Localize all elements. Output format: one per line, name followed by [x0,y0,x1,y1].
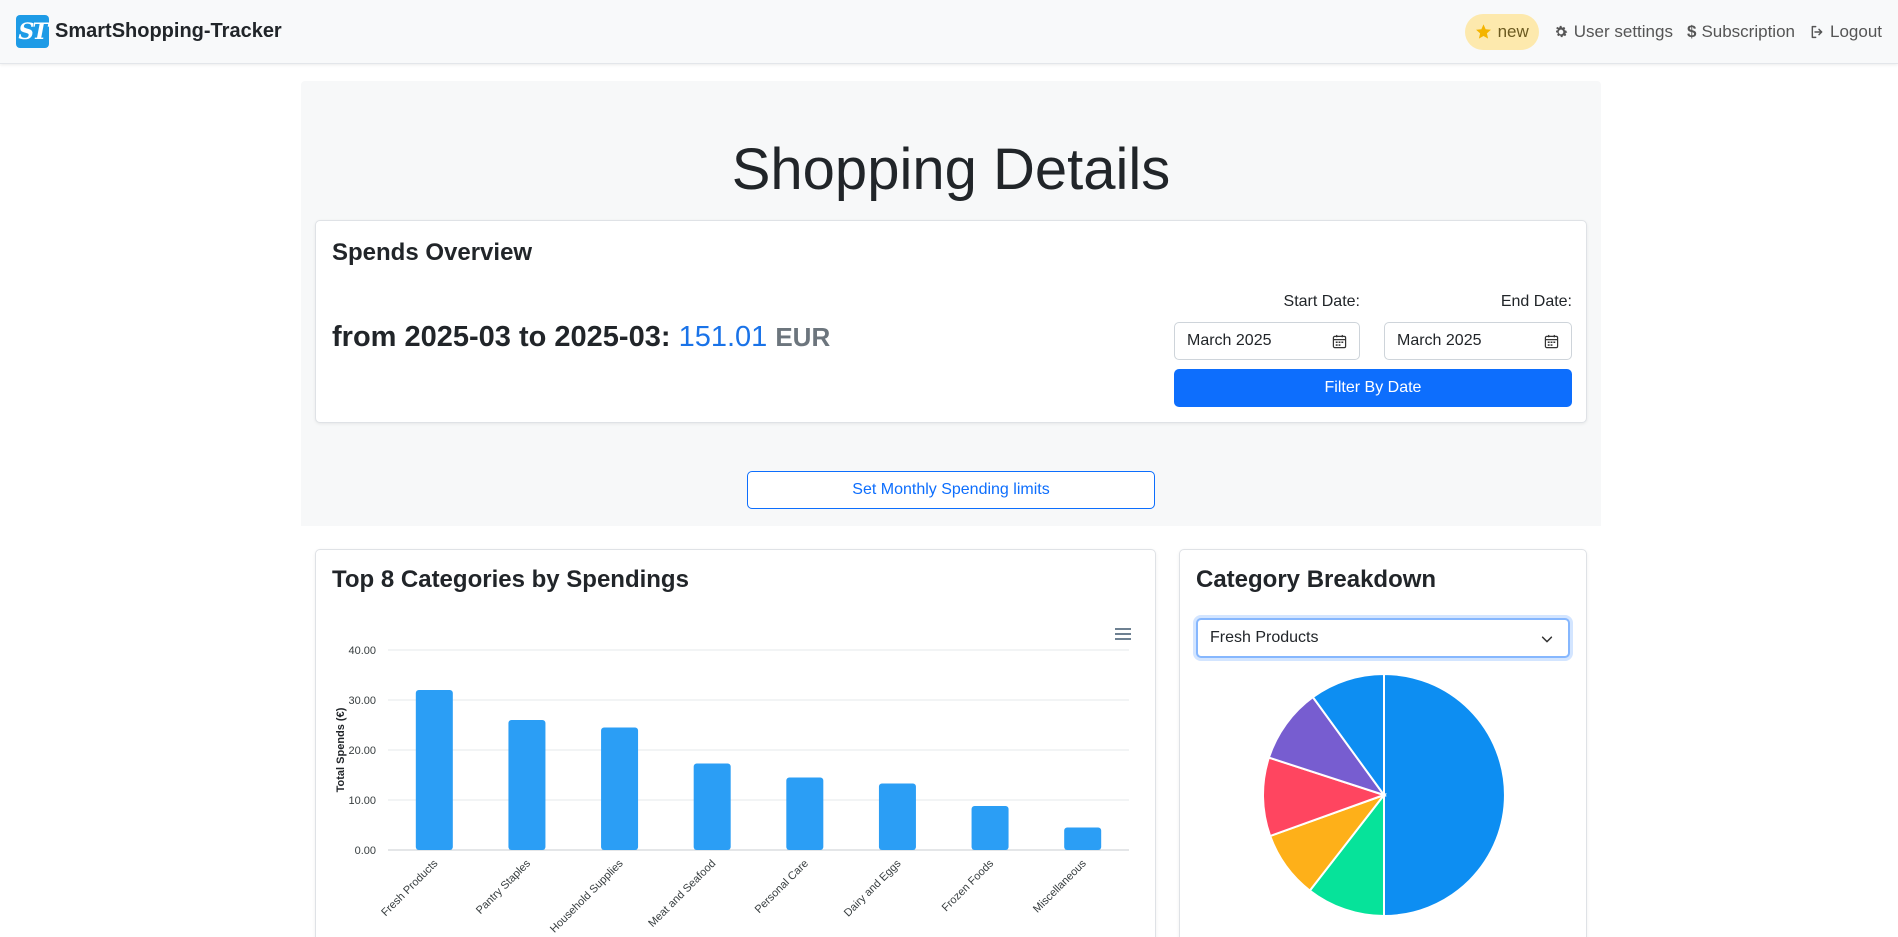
set-spending-limits-button[interactable]: Set Monthly Spending limits [747,471,1155,509]
pie-slice-3[interactable] [1262,756,1388,838]
user-settings-label: User settings [1573,21,1673,41]
x-tick-label: Personal Care [753,858,811,916]
subscription-label: Subscription [1701,21,1795,41]
brand-name: SmartShopping-Tracker [55,20,282,42]
pie-slice-1[interactable] [1308,792,1385,918]
bar-chart: 0.00 10.00 20.00 30.00 40.00 Total Spends (€)… [335,645,1129,935]
bar-6[interactable] [971,806,1009,850]
spends-overview-card: Spends Overview from 2025-03 to 2025-03:… [315,220,1587,423]
logout-icon [1811,25,1823,38]
logout-label: Logout [1830,21,1882,41]
x-tick-label: Fresh Products [379,857,441,919]
x-tick-label: Meat and Seafood [646,858,718,930]
bar-1[interactable] [508,720,546,850]
y-tick-label: 0.00 [355,845,376,857]
y-tick-label: 40.00 [348,645,376,657]
x-tick-label: Household Supplies [548,857,626,935]
bar-3[interactable] [693,763,731,851]
currency-label: EUR [775,322,831,352]
y-tick-label: 30.00 [348,695,376,707]
category-breakdown-card: Category Breakdown Fresh Products [1179,549,1587,937]
brand[interactable]: ST SmartShopping-Tracker [16,15,282,48]
x-tick-label: Pantry Staples [474,857,533,916]
top-categories-title: Top 8 Categories by Spendings [332,566,689,593]
x-tick-label: Frozen Foods [940,857,997,914]
x-tick-label: Dairy and Eggs [842,857,904,919]
bar-5[interactable] [878,783,916,851]
chevron-down-icon [1541,636,1553,643]
page-title: Shopping Details [731,137,1171,202]
top-categories-card: Top 8 Categories by Spendings 0.00 10.00 2… [315,549,1156,937]
y-tick-label: 20.00 [348,745,376,757]
new-label: new [1497,21,1529,41]
start-date-input[interactable]: March 2025 [1174,322,1360,360]
pie-slice-5[interactable] [1311,672,1385,799]
end-date-value: March 2025 [1397,332,1482,349]
y-tick-label: 10.00 [348,795,376,807]
logout-link[interactable]: Logout [1809,22,1882,42]
bar-4[interactable] [786,777,824,851]
bar-2[interactable] [601,727,639,851]
pie-chart [1262,672,1506,918]
y-axis-label: Total Spends (€) [335,707,347,792]
calendar-icon [1544,334,1559,349]
x-tick-label: Miscellaneous [1031,857,1089,915]
category-breakdown-title: Category Breakdown [1196,566,1437,593]
filter-by-date-button[interactable]: Filter By Date [1174,369,1572,407]
navbar: ST SmartShopping-Tracker new User settin… [0,0,1898,64]
end-date-input[interactable]: March 2025 [1384,322,1572,360]
start-date-label: Start Date: [1283,293,1360,310]
brand-logo-icon: ST [16,15,49,48]
pie-slice-0[interactable] [1383,672,1506,918]
spend-range-summary: from 2025-03 to 2025-03: 151.01 EUR [332,321,830,354]
bar-0[interactable] [415,690,453,850]
total-amount: 151.01 [678,321,768,353]
category-select-value: Fresh Products [1210,629,1319,646]
end-date-label: End Date: [1500,293,1572,310]
star-icon [1475,24,1491,39]
category-select[interactable]: Fresh Products [1196,618,1570,658]
bar-7[interactable] [1064,827,1102,851]
spends-overview-title: Spends Overview [332,239,533,266]
new-badge-button[interactable]: new [1464,13,1539,50]
dollar-icon: $ [1686,21,1697,41]
start-date-value: March 2025 [1187,332,1272,349]
range-prefix: from 2025-03 to 2025-03: [332,321,679,353]
calendar-icon [1332,334,1347,349]
gear-icon [1555,25,1568,37]
user-settings-link[interactable]: User settings [1553,22,1673,42]
chart-menu-icon[interactable] [1115,628,1131,640]
subscription-link[interactable]: $ Subscription [1687,22,1795,42]
nav-right: new User settings $ Subscription Logout [1464,13,1882,50]
pie-slice-4[interactable] [1267,695,1387,797]
